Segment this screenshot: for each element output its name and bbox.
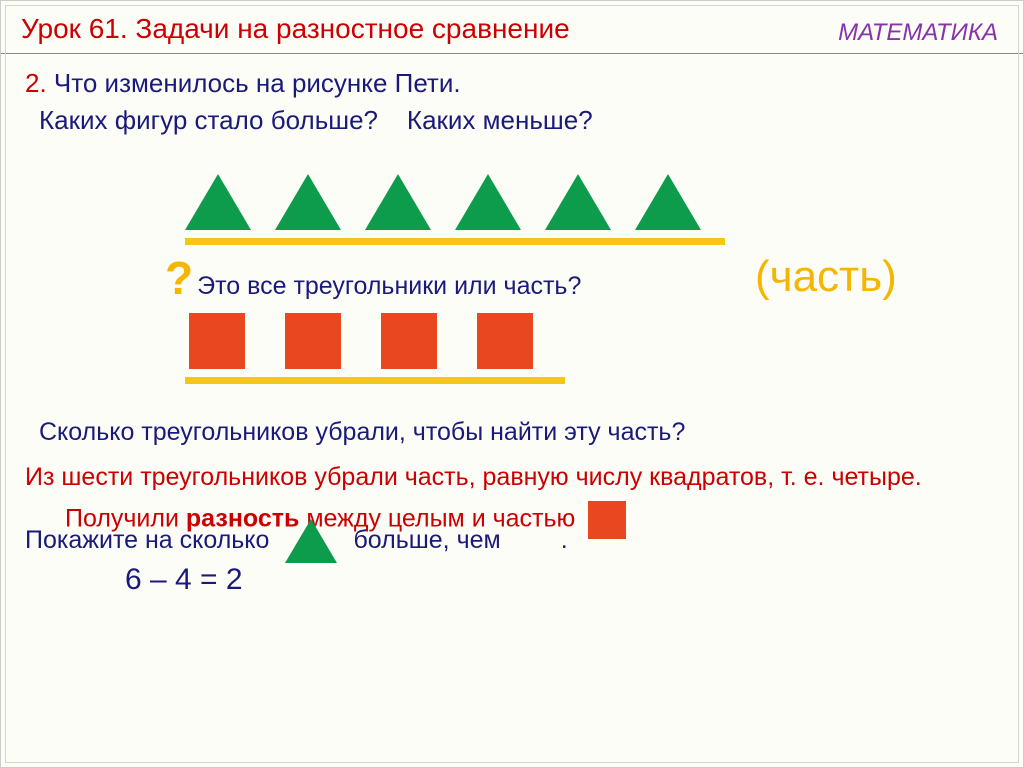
square-icon xyxy=(477,313,533,369)
task-line-1: 2. Что изменилось на рисунке Пети. xyxy=(25,68,999,99)
square-row xyxy=(189,313,999,369)
question-1-text: Это все треугольники или часть? xyxy=(197,272,581,301)
overlap-text: Получили разность между целым и частью П… xyxy=(25,501,999,561)
blue-c: . xyxy=(561,526,568,555)
triangle-row xyxy=(185,174,999,230)
task-number: 2. xyxy=(25,68,47,98)
task-text-1: Что изменилось на рисунке Пети. xyxy=(54,68,461,98)
task-text-2b: Каких меньше? xyxy=(407,105,593,135)
divider-line-2 xyxy=(185,377,565,384)
square-icon xyxy=(189,313,245,369)
square-icon xyxy=(285,313,341,369)
triangle-icon xyxy=(545,174,611,230)
header: Урок 61. Задачи на разностное сравнение … xyxy=(1,1,1023,54)
triangle-icon xyxy=(185,174,251,230)
inline-triangle-icon xyxy=(285,519,337,563)
question-2: Сколько треугольников убрали, чтобы найт… xyxy=(39,418,999,447)
triangle-icon xyxy=(275,174,341,230)
equation: 6 – 4 = 2 xyxy=(125,563,999,597)
subject-label: МАТЕМАТИКА xyxy=(838,19,998,47)
square-icon xyxy=(381,313,437,369)
task-line-2: Каких фигур стало больше? Каких меньше? xyxy=(39,105,999,136)
inline-square-icon xyxy=(588,501,626,539)
part-answer-label: (часть) xyxy=(755,252,897,302)
triangle-icon xyxy=(365,174,431,230)
answer-text: Из шести треугольников убрали часть, рав… xyxy=(25,461,999,495)
triangle-icon xyxy=(635,174,701,230)
divider-line-1 xyxy=(185,238,725,245)
overlap-blue-text: Покажите на сколько больше, чем . xyxy=(25,519,568,563)
question-mark-icon: ? xyxy=(165,251,193,305)
blue-a: Покажите на сколько xyxy=(25,526,269,555)
triangle-icon xyxy=(455,174,521,230)
blue-b: больше, чем xyxy=(353,526,500,555)
lesson-title: Урок 61. Задачи на разностное сравнение xyxy=(21,13,570,45)
content: 2. Что изменилось на рисунке Пети. Каких… xyxy=(1,54,1023,607)
task-text-2a: Каких фигур стало больше? xyxy=(39,105,378,135)
shapes-area: ? Это все треугольники или часть? (часть… xyxy=(185,174,999,384)
